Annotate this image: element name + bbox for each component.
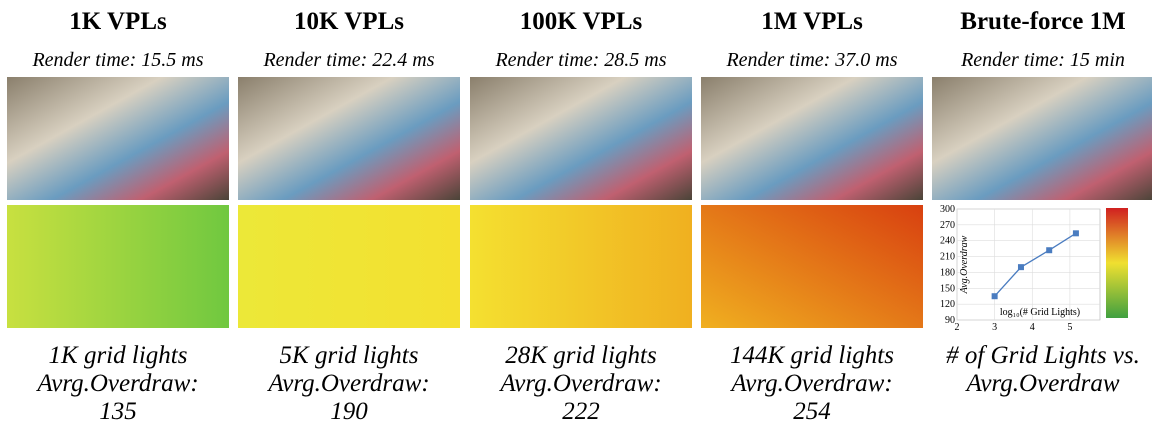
overdraw-heatmap — [701, 205, 923, 328]
overdraw-heatmap — [470, 205, 692, 328]
caption-line: 28K grid lights — [505, 342, 656, 369]
caption-line: Avrg.Overdraw: — [729, 370, 892, 397]
caption-line: # of Grid Lights vs. — [946, 342, 1140, 369]
y-tick-label: 150 — [940, 283, 955, 294]
y-tick-label: 210 — [940, 252, 955, 263]
caption-line: Avrg.Overdraw — [965, 370, 1120, 397]
column-title: 10K VPLs — [294, 8, 404, 35]
caption-line: 144K grid lights — [730, 342, 894, 369]
data-point — [1018, 264, 1024, 270]
data-point — [1046, 247, 1052, 253]
y-tick-label: 300 — [940, 204, 955, 215]
y-axis-label: Avg.Overdraw — [959, 235, 970, 294]
render-time: Render time: 37.0 ms — [725, 49, 897, 71]
data-point — [992, 293, 998, 299]
caption-value: 254 — [793, 398, 831, 425]
render-image — [238, 77, 460, 200]
overdraw-chart: 90 120 150 180 210 240 270 300 2 3 4 5 Avg.Overdraw l… — [940, 204, 1128, 333]
render-time: Render time: 15.5 ms — [31, 49, 203, 71]
caption-value: 190 — [330, 398, 368, 425]
column-title: 1K VPLs — [69, 8, 167, 35]
render-image — [932, 77, 1152, 200]
x-tick-label: 2 — [955, 322, 960, 333]
column-title: 100K VPLs — [520, 8, 643, 35]
overdraw-heatmap — [238, 205, 460, 328]
render-image — [470, 77, 692, 200]
y-tick-label: 180 — [940, 267, 955, 278]
caption-line: Avrg.Overdraw: — [266, 370, 429, 397]
render-image — [701, 77, 923, 200]
caption-line: Avrg.Overdraw: — [498, 370, 661, 397]
y-tick-label: 90 — [945, 315, 955, 326]
x-tick-label: 5 — [1067, 322, 1072, 333]
caption-line: 1K grid lights — [49, 342, 188, 369]
overdraw-heatmap — [7, 205, 229, 328]
render-time: Render time: 28.5 ms — [494, 49, 666, 71]
render-image — [7, 77, 229, 200]
caption-value: 135 — [99, 398, 137, 425]
y-tick-label: 240 — [940, 236, 955, 247]
data-point — [1073, 230, 1079, 236]
x-tick-label: 3 — [992, 322, 997, 333]
colorbar — [1106, 208, 1128, 318]
plot-area — [957, 209, 1100, 320]
caption-line: 5K grid lights — [280, 342, 419, 369]
figure: 90 120 150 180 210 240 270 300 2 3 4 5 Avg.Overdraw l… — [0, 0, 1152, 427]
render-time: Render time: 22.4 ms — [262, 49, 434, 71]
y-tick-label: 270 — [940, 220, 955, 231]
y-tick-label: 120 — [940, 299, 955, 310]
caption-value: 222 — [562, 398, 600, 425]
column-title: Brute-force 1M — [960, 8, 1125, 35]
render-time: Render time: 15 min — [960, 49, 1125, 71]
x-axis-label: log₁₀(# Grid Lights) — [1000, 307, 1080, 318]
x-tick-label: 4 — [1030, 322, 1035, 333]
column-title: 1M VPLs — [761, 8, 863, 35]
caption-line: Avrg.Overdraw: — [35, 370, 198, 397]
